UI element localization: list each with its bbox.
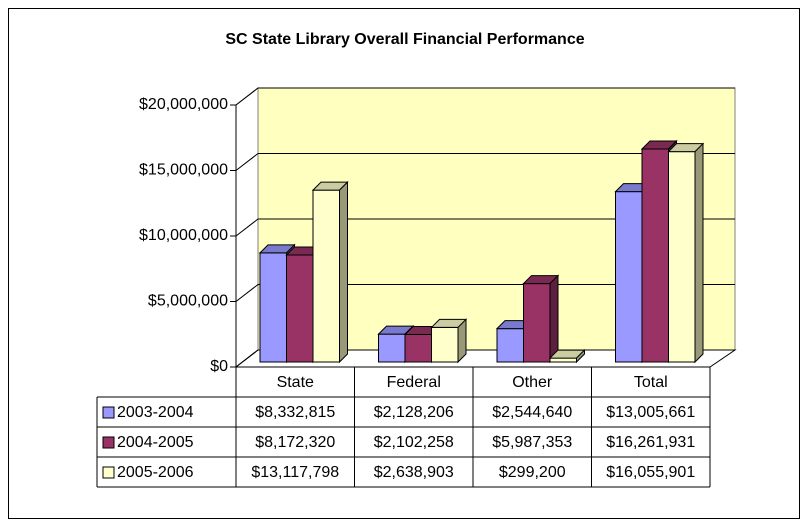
bar-front: [549, 357, 577, 363]
bar: [548, 348, 586, 364]
x-tick-label: Federal: [387, 374, 441, 391]
data-label: $13,117,798: [251, 464, 339, 481]
bar-front: [668, 151, 696, 363]
bar-front: [259, 252, 287, 363]
bar-side: [339, 180, 348, 364]
data-label: $2,544,640: [492, 404, 572, 421]
bar-front: [615, 191, 643, 363]
bar: [667, 142, 705, 364]
data-label: $16,261,931: [606, 434, 695, 451]
bar-front: [312, 189, 340, 363]
bar-front: [496, 328, 524, 363]
y-tick-label: $5,000,000: [148, 293, 228, 310]
bar: [522, 274, 560, 364]
grid-line: [235, 153, 735, 171]
legend-label: 2005-2006: [117, 464, 194, 481]
bar-front: [286, 254, 314, 363]
x-tick-label: State: [277, 374, 314, 391]
legend-key: [102, 406, 115, 419]
bar: [311, 180, 349, 364]
grid-line: [235, 87, 735, 106]
bar: [430, 318, 468, 364]
legend-key: [102, 436, 115, 449]
chart-title: SC State Library Overall Financial Perfo…: [225, 31, 584, 48]
y-tick-label: $10,000,000: [139, 227, 228, 244]
legend-label: 2004-2005: [117, 434, 194, 451]
bar-front: [431, 326, 459, 363]
bar-side: [694, 142, 704, 364]
bar-side: [457, 318, 467, 364]
y-tick-label: $20,000,000: [139, 96, 228, 113]
data-label: $13,005,661: [606, 404, 695, 421]
data-label: $8,332,815: [255, 404, 335, 421]
data-label: $2,128,206: [374, 404, 454, 421]
grid-line: [235, 218, 735, 237]
data-label: $5,987,353: [492, 434, 572, 451]
data-label: $16,055,901: [606, 464, 695, 481]
data-label: $2,638,903: [374, 464, 454, 481]
data-label: $2,102,258: [374, 434, 454, 451]
bar-front: [641, 148, 669, 363]
y-tick-label: $15,000,000: [139, 162, 228, 179]
x-tick-label: Total: [634, 374, 668, 391]
legend-label: 2003-2004: [117, 404, 194, 421]
bar-front: [523, 283, 551, 363]
y-tick-label: $0: [210, 358, 228, 375]
bar-front: [378, 333, 406, 363]
data-label: $299,200: [499, 464, 566, 481]
x-tick-label: Other: [512, 374, 553, 391]
bar-side: [576, 348, 585, 364]
bar-side: [549, 274, 559, 364]
legend-key: [102, 466, 115, 479]
data-label: $8,172,320: [255, 434, 335, 451]
bar-front: [404, 333, 432, 363]
grid-line: [235, 284, 735, 302]
